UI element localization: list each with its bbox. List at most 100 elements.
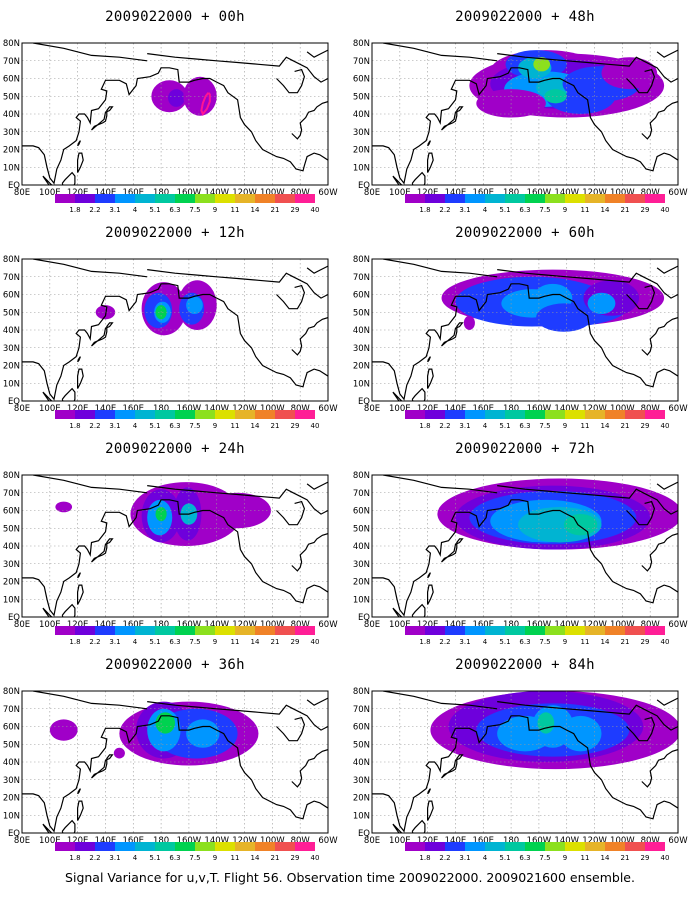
lat-label: 80N [353,687,370,697]
colorbar-swatch [195,410,215,419]
coastline [427,152,434,173]
colorbar-label: 4 [483,422,488,430]
colorbar-swatch [565,194,585,203]
lon-label: 180 [153,188,169,198]
coastline [42,607,53,617]
colorbar-label: 40 [311,854,320,862]
colorbar-label: 7.5 [189,422,200,430]
colorbar-label: 6.3 [169,422,180,430]
lat-label: 40N [353,110,370,120]
coastline [497,485,678,515]
panel-title: 2009022000 + 72h [455,441,595,457]
coastline [441,754,464,779]
lon-label: 140E [95,620,117,630]
coastline [32,475,148,494]
colorbar-swatch [605,194,625,203]
colorbar-label: 9 [213,206,217,214]
lon-label: 60W [668,620,688,630]
lat-label: 80N [353,471,370,481]
coastline [22,67,328,185]
lat-label: 30N [353,776,370,786]
variance-region [537,712,555,734]
colorbar-label: 6.3 [169,638,180,646]
lat-label: EQ [358,613,370,623]
colorbar-swatch [505,842,525,851]
colorbar-swatch [295,842,315,851]
colorbar-label: 2.2 [89,422,100,430]
lat-label: 30N [3,128,20,138]
lon-label: 100W [260,620,285,630]
colorbar-label: 5.1 [499,206,510,214]
map-panel: 80N 70N 60N 50N 40N 30N 20N 10N EQ 80E 100E 120E 140… [0,221,350,437]
lon-label: 100W [610,404,635,414]
lon-label: 60W [318,620,338,630]
colorbar-swatch [405,194,425,203]
colorbar-label: 3.1 [109,422,120,430]
colorbar-label: 14 [601,206,610,214]
colorbar-swatch [55,194,75,203]
lon-label: 60W [668,404,688,414]
lat-label: 60N [353,75,370,85]
colorbar-swatch [465,410,485,419]
colorbar-swatch [505,194,525,203]
colorbar-label: 1.8 [419,854,430,862]
colorbar-swatch [465,842,485,851]
colorbar-label: 21 [621,638,630,646]
colorbar-swatch [75,410,95,419]
lat-label: 10N [3,379,20,389]
lat-label: 10N [3,163,20,173]
coastline [91,754,114,779]
colorbar-label: 21 [271,422,280,430]
colorbar-label: 14 [251,422,260,430]
lat-label: EQ [8,829,20,839]
colorbar-label: 14 [251,638,260,646]
lon-label: 120W [582,620,607,630]
colorbar-swatch [295,626,315,635]
colorbar-swatch [485,194,505,203]
lon-label: 160W [177,188,202,198]
colorbar-swatch [135,410,155,419]
colorbar-label: 40 [661,854,670,862]
lat-label: 70N [3,57,20,67]
lon-label: 60W [318,188,338,198]
colorbar-swatch [275,194,295,203]
coastline [392,607,403,617]
colorbar-swatch [195,194,215,203]
colorbar-label: 21 [621,206,630,214]
coastline [91,106,114,131]
lon-label: 140W [554,404,579,414]
coastline [626,68,656,94]
colorbar-swatch [585,194,605,203]
colorbar-label: 11 [581,854,590,862]
lat-label: 40N [353,758,370,768]
lat-label: 40N [353,542,370,552]
colorbar-swatch [255,842,275,851]
colorbar-swatch [645,842,665,851]
lat-label: 50N [353,524,370,534]
colorbar-swatch [275,626,295,635]
colorbar-label: 1.8 [419,206,430,214]
colorbar-label: 29 [291,422,300,430]
colorbar-swatch [565,626,585,635]
lon-label: 100E [39,836,61,846]
colorbar-label: 1.8 [69,638,80,646]
coastline [372,283,678,401]
colorbar-swatch [405,842,425,851]
coastline [306,265,328,274]
colorbar-label: 11 [581,422,590,430]
colorbar-label: 14 [251,206,260,214]
colorbar-swatch [155,842,175,851]
coastline [372,499,678,617]
colorbar-label: 11 [231,422,240,430]
lat-label: EQ [358,181,370,191]
colorbar-label: 6.3 [169,854,180,862]
lon-label: 80E [14,188,30,198]
coastline [411,819,426,833]
lon-label: 80W [291,836,311,846]
colorbar-swatch [545,194,565,203]
